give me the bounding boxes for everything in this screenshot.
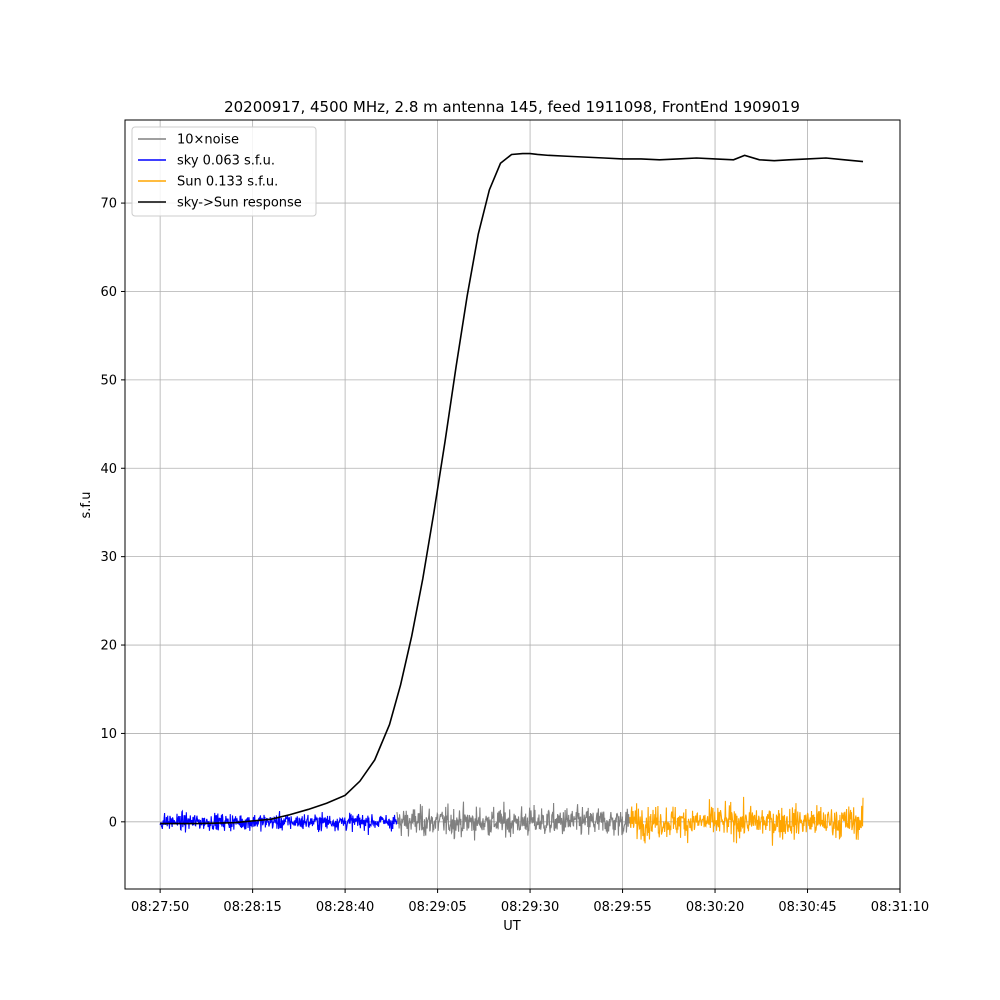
series-line-0	[396, 801, 631, 841]
series-line-3	[160, 152, 864, 825]
y-tick-label: 40	[100, 462, 117, 477]
legend-label-0: 10×noise	[177, 133, 239, 148]
y-tick-label: 0	[109, 815, 117, 830]
x-tick-label: 08:30:20	[686, 900, 744, 915]
y-tick-label: 50	[100, 373, 117, 388]
x-tick-label: 08:31:10	[871, 900, 929, 915]
y-tick-label: 30	[100, 550, 117, 565]
x-tick-label: 08:28:15	[223, 900, 281, 915]
legend-label-3: sky->Sun response	[177, 196, 302, 211]
x-tick-label: 08:30:45	[778, 900, 836, 915]
x-tick-label: 08:29:05	[408, 900, 466, 915]
legend-label-2: Sun 0.133 s.f.u.	[177, 175, 278, 190]
y-tick-label: 60	[100, 285, 117, 300]
x-tick-label: 08:29:55	[593, 900, 651, 915]
legend: 10×noise sky 0.063 s.f.u. Sun 0.133 s.f.u.…	[131, 126, 317, 217]
y-axis-label: s.f.u	[79, 492, 94, 519]
x-axis-ticks: 08:27:50 08:28:15 08:28:40 08:29:05 08:29:30…	[131, 889, 929, 915]
y-tick-label: 20	[100, 639, 117, 654]
x-tick-label: 08:28:40	[316, 900, 374, 915]
x-tick-label: 08:29:30	[501, 900, 559, 915]
legend-box	[131, 126, 317, 217]
x-axis-label: UT	[503, 919, 521, 934]
y-axis-ticks: 0 10 20 30 40 50 60 70	[100, 197, 125, 830]
y-tick-label: 10	[100, 727, 117, 742]
plot-series	[159, 152, 864, 846]
chart-title: 20200917, 4500 MHz, 2.8 m antenna 145, f…	[224, 98, 800, 116]
legend-label-1: sky 0.063 s.f.u.	[177, 154, 275, 169]
series-line-2	[629, 796, 864, 846]
series-line-1	[159, 809, 398, 836]
x-tick-label: 08:27:50	[131, 900, 189, 915]
plot-frame	[124, 119, 901, 890]
y-tick-label: 70	[100, 197, 117, 212]
